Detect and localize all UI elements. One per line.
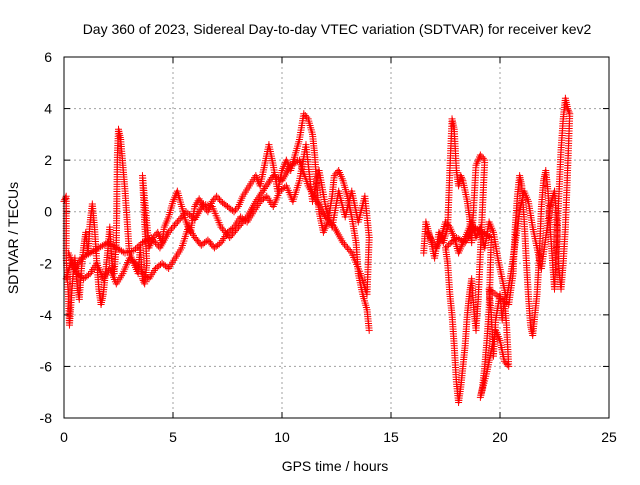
data-point	[564, 106, 572, 114]
gridlines	[64, 57, 609, 418]
data-point	[276, 176, 284, 184]
data-point	[218, 225, 226, 233]
data-point	[179, 211, 187, 219]
data-point	[61, 194, 69, 202]
y-tick-label: -4	[40, 307, 53, 323]
data-point	[339, 239, 347, 247]
data-point	[258, 196, 266, 204]
y-tick-label: 0	[44, 204, 52, 220]
data-point	[230, 208, 238, 216]
data-point	[192, 235, 200, 243]
x-tick-label: 0	[60, 429, 68, 445]
data-point	[153, 263, 161, 271]
data-point	[457, 173, 465, 181]
data-point	[132, 245, 140, 253]
x-tick-label: 15	[383, 429, 399, 445]
y-tick-label: 6	[44, 49, 52, 65]
data-point	[340, 240, 348, 248]
data-point	[330, 172, 338, 180]
y-tick-label: 4	[44, 101, 52, 117]
data-point	[226, 234, 234, 241]
data-point	[145, 235, 153, 243]
data-point	[564, 105, 572, 113]
y-tick-label: -6	[40, 358, 53, 374]
y-tick-label: -2	[40, 255, 53, 271]
data-point	[565, 108, 573, 116]
data-point	[479, 154, 487, 162]
data-point	[478, 153, 486, 161]
data-point	[446, 223, 454, 231]
data-point	[169, 223, 177, 231]
data-point	[75, 271, 83, 279]
x-axis-label: GPS time / hours	[282, 458, 389, 474]
data-point	[172, 220, 180, 228]
data-point	[346, 247, 354, 255]
data-point	[178, 213, 186, 221]
y-tick-label: 2	[44, 152, 52, 168]
data-point	[433, 244, 441, 252]
data-point	[238, 214, 246, 222]
x-tick-label: 5	[169, 429, 177, 445]
data-point	[458, 175, 466, 183]
plot-frame	[63, 56, 610, 419]
data-point	[182, 208, 190, 216]
data-point	[168, 225, 176, 233]
y-tick-label: -8	[40, 410, 53, 426]
data-point	[231, 206, 239, 214]
data-point	[332, 170, 340, 178]
data-point	[430, 240, 438, 248]
x-tick-label: 10	[274, 429, 290, 445]
data-point	[301, 111, 309, 119]
data-point	[476, 151, 484, 159]
data-point	[503, 361, 511, 369]
data-point	[165, 228, 173, 236]
data-point	[187, 212, 195, 220]
data-point	[457, 172, 465, 180]
data-point	[149, 235, 157, 243]
data-point	[225, 227, 233, 235]
x-tick-label: 20	[492, 429, 508, 445]
data-point	[147, 234, 155, 241]
data-point	[173, 218, 181, 226]
chart-title: Day 360 of 2023, Sidereal Day-to-day VTE…	[83, 21, 592, 37]
data-point	[300, 110, 308, 118]
data-point	[365, 326, 373, 334]
data-point	[150, 237, 158, 245]
data-point	[184, 209, 192, 217]
y-axis-label: SDTVAR / TECUs	[5, 182, 21, 294]
data-point	[135, 242, 143, 250]
data-point	[345, 246, 353, 254]
data-point	[166, 227, 174, 235]
data-points	[60, 94, 574, 407]
data-point	[176, 215, 184, 223]
data-point	[175, 216, 183, 224]
data-point	[140, 271, 148, 279]
data-point	[213, 192, 221, 200]
data-point	[342, 242, 350, 250]
data-point	[186, 211, 194, 219]
data-point	[217, 223, 225, 231]
data-point	[227, 232, 235, 240]
data-point	[133, 243, 141, 251]
x-tick-label: 25	[601, 429, 617, 445]
data-point	[233, 204, 241, 212]
data-point	[216, 196, 224, 204]
data-point	[444, 221, 452, 229]
data-point	[431, 242, 439, 250]
data-point	[170, 221, 178, 229]
data-point	[442, 244, 449, 252]
data-point	[446, 239, 454, 247]
data-point	[424, 228, 432, 236]
data-point	[303, 113, 311, 121]
data-point	[443, 242, 451, 250]
data-point	[130, 246, 138, 254]
data-point	[343, 244, 351, 252]
data-point	[445, 241, 453, 249]
data-point	[61, 196, 69, 204]
data-point	[152, 239, 160, 247]
data-point	[140, 278, 148, 286]
data-point	[214, 194, 222, 202]
